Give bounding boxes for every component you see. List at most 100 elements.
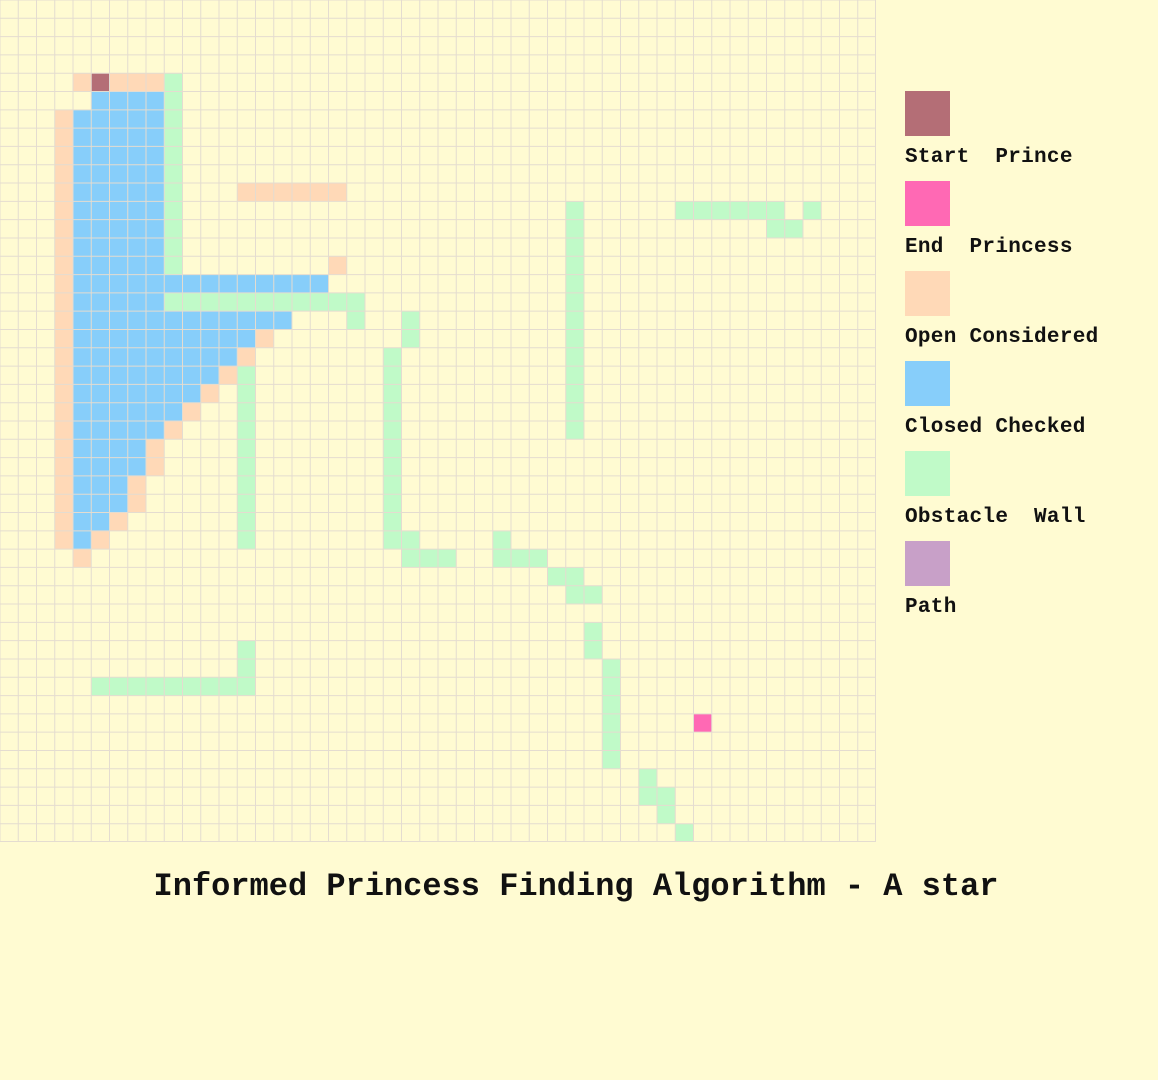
grid-cell-closed[interactable] (109, 347, 128, 367)
grid-cell[interactable] (365, 567, 384, 586)
grid-cell[interactable] (803, 274, 822, 293)
grid-cell-open[interactable] (54, 164, 73, 184)
grid-cell[interactable] (255, 128, 274, 147)
grid-cell[interactable] (565, 768, 584, 788)
grid-cell-obstacle[interactable] (164, 677, 183, 696)
grid-cell[interactable] (547, 421, 566, 440)
grid-cell-closed[interactable] (91, 402, 110, 421)
grid-cell[interactable] (638, 347, 657, 367)
grid-cell[interactable] (693, 54, 712, 74)
grid-cell[interactable] (620, 494, 639, 513)
grid-cell[interactable] (146, 713, 165, 733)
grid-cell[interactable] (255, 0, 274, 19)
grid-cell[interactable] (200, 237, 219, 257)
grid-cell[interactable] (839, 695, 858, 714)
grid-cell[interactable] (292, 658, 311, 678)
grid-cell[interactable] (182, 585, 201, 605)
grid-cell[interactable] (547, 146, 566, 165)
grid-cell[interactable] (255, 768, 274, 788)
grid-cell[interactable] (273, 439, 292, 458)
grid-cell[interactable] (602, 823, 621, 842)
grid-cell[interactable] (0, 787, 19, 806)
grid-cell-obstacle[interactable] (237, 439, 256, 458)
grid-cell[interactable] (529, 530, 548, 550)
grid-cell[interactable] (547, 805, 566, 824)
grid-cell[interactable] (784, 732, 803, 751)
grid-cell[interactable] (803, 402, 822, 421)
grid-cell[interactable] (511, 750, 530, 769)
grid-cell[interactable] (492, 347, 511, 367)
grid-cell[interactable] (839, 402, 858, 421)
grid-cell[interactable] (0, 146, 19, 165)
grid-cell[interactable] (383, 256, 402, 275)
grid-cell[interactable] (638, 109, 657, 129)
grid-cell[interactable] (857, 201, 876, 220)
grid-cell[interactable] (36, 512, 55, 531)
grid-cell-closed[interactable] (73, 201, 92, 220)
grid-cell[interactable] (182, 91, 201, 110)
grid-cell[interactable] (36, 164, 55, 184)
grid-cell[interactable] (821, 237, 840, 257)
grid-cell[interactable] (547, 292, 566, 312)
grid-cell-closed[interactable] (73, 402, 92, 421)
grid-cell[interactable] (784, 823, 803, 842)
grid-cell[interactable] (36, 201, 55, 220)
grid-cell[interactable] (0, 439, 19, 458)
grid-cell[interactable] (36, 384, 55, 403)
grid-cell[interactable] (638, 146, 657, 165)
grid-cell[interactable] (602, 512, 621, 531)
grid-cell[interactable] (419, 713, 438, 733)
grid-cell[interactable] (857, 54, 876, 74)
grid-cell[interactable] (584, 128, 603, 147)
grid-cell[interactable] (438, 183, 457, 202)
grid-cell-closed[interactable] (73, 164, 92, 184)
grid-cell[interactable] (54, 713, 73, 733)
grid-cell[interactable] (36, 347, 55, 367)
grid-cell[interactable] (529, 604, 548, 623)
grid-cell-obstacle[interactable] (237, 640, 256, 659)
grid-cell[interactable] (310, 823, 329, 842)
grid-cell[interactable] (492, 73, 511, 92)
grid-cell-closed[interactable] (237, 274, 256, 293)
grid-cell[interactable] (784, 787, 803, 806)
grid-cell[interactable] (803, 494, 822, 513)
grid-cell[interactable] (456, 567, 475, 586)
grid-cell[interactable] (328, 91, 347, 110)
grid-cell[interactable] (511, 0, 530, 19)
grid-cell-obstacle[interactable] (219, 292, 238, 312)
grid-cell-obstacle[interactable] (383, 421, 402, 440)
grid-cell[interactable] (711, 183, 730, 202)
grid-cell[interactable] (310, 329, 329, 348)
grid-cell[interactable] (255, 512, 274, 531)
grid-cell[interactable] (784, 549, 803, 568)
grid-cell[interactable] (492, 567, 511, 586)
grid-cell[interactable] (18, 457, 37, 476)
grid-cell[interactable] (310, 384, 329, 403)
grid-cell[interactable] (346, 457, 365, 476)
grid-cell[interactable] (857, 366, 876, 385)
grid-cell[interactable] (346, 329, 365, 348)
grid-cell-obstacle[interactable] (565, 201, 584, 220)
grid-cell[interactable] (730, 237, 749, 257)
grid-cell-closed[interactable] (73, 109, 92, 129)
grid-cell[interactable] (638, 183, 657, 202)
grid-cell[interactable] (365, 732, 384, 751)
grid-cell[interactable] (419, 366, 438, 385)
grid-cell[interactable] (292, 73, 311, 92)
grid-cell[interactable] (456, 18, 475, 37)
grid-cell-obstacle[interactable] (419, 549, 438, 568)
grid-cell[interactable] (365, 604, 384, 623)
grid-cell[interactable] (657, 768, 676, 788)
grid-cell[interactable] (0, 311, 19, 330)
grid-cell[interactable] (693, 292, 712, 312)
grid-cell-obstacle[interactable] (383, 439, 402, 458)
grid-cell[interactable] (401, 658, 420, 678)
grid-cell[interactable] (36, 475, 55, 495)
grid-cell[interactable] (693, 823, 712, 842)
grid-cell[interactable] (273, 585, 292, 605)
grid-cell[interactable] (565, 0, 584, 19)
grid-cell[interactable] (711, 274, 730, 293)
grid-cell[interactable] (492, 128, 511, 147)
grid-cell[interactable] (839, 347, 858, 367)
grid-cell[interactable] (620, 73, 639, 92)
